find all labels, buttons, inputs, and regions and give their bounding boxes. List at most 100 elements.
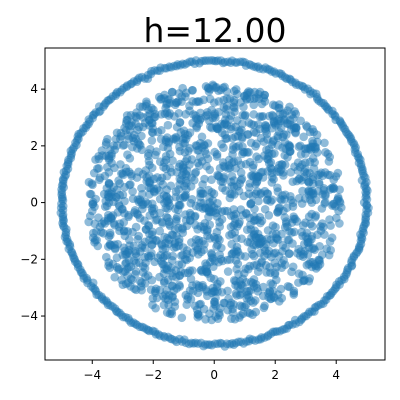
scatter-point: [260, 246, 270, 256]
scatter-point: [179, 193, 188, 203]
scatter-point: [137, 241, 147, 250]
scatter-point: [192, 122, 201, 131]
scatter-point: [137, 285, 146, 295]
scatter-point: [288, 262, 298, 272]
scatter-point: [185, 266, 195, 275]
scatter-point: [234, 269, 243, 279]
scatter-point: [323, 149, 333, 159]
scatter-point: [217, 128, 227, 138]
scatter-point: [293, 166, 303, 175]
scatter-point: [252, 283, 262, 293]
scatter-point: [194, 249, 203, 259]
scatter-point: [195, 152, 205, 162]
scatter-point: [197, 143, 207, 152]
scatter-point: [237, 125, 246, 135]
scatter-point: [262, 145, 271, 155]
scatter-point: [335, 196, 344, 206]
scatter-point: [315, 256, 324, 266]
scatter-point: [128, 194, 138, 204]
scatter-point: [268, 280, 277, 289]
scatter-point: [244, 148, 253, 157]
scatter-point: [178, 83, 187, 93]
scatter-point: [127, 171, 136, 181]
scatter-point: [203, 225, 212, 235]
scatter-point: [243, 237, 252, 247]
scatter-point: [162, 185, 172, 194]
scatter-point: [273, 235, 283, 245]
scatter-point: [92, 227, 101, 236]
scatter-point: [187, 238, 196, 247]
scatter-point: [88, 180, 97, 190]
scatter-point: [262, 195, 272, 205]
scatter-point: [175, 118, 185, 127]
scatter-point: [228, 249, 237, 258]
scatter-point: [97, 146, 107, 155]
scatter-point: [251, 141, 260, 151]
scatter-point: [208, 80, 218, 90]
scatter-point: [298, 186, 307, 196]
scatter-point: [246, 220, 255, 229]
scatter-point: [161, 243, 170, 253]
scatter-point: [257, 216, 267, 226]
scatter-point: [173, 205, 183, 215]
scatter-point: [276, 165, 286, 175]
scatter-point: [284, 249, 294, 259]
scatter-point: [194, 97, 204, 106]
scatter-point: [238, 110, 247, 120]
scatter-point: [172, 98, 181, 107]
scatter-point: [128, 142, 137, 152]
scatter-point: [181, 92, 190, 101]
scatter-point: [315, 179, 324, 189]
scatter-point: [118, 190, 128, 200]
scatter-point: [118, 141, 128, 150]
scatter-point: [116, 132, 126, 141]
scatter-point: [149, 204, 159, 213]
scatter-point: [249, 110, 259, 119]
scatter-point: [311, 195, 321, 205]
scatter-point: [295, 141, 305, 151]
scatter-point: [125, 180, 134, 190]
scatter-point: [107, 149, 116, 159]
scatter-point: [148, 300, 157, 310]
scatter-point: [168, 281, 177, 290]
scatter-point: [140, 118, 150, 128]
scatter-point: [223, 206, 232, 216]
scatter-point: [237, 302, 247, 311]
scatter-point: [163, 143, 173, 153]
scatter-point: [137, 131, 146, 141]
scatter-point: [232, 233, 241, 243]
scatter-point: [294, 269, 304, 278]
scatter-point: [231, 132, 240, 142]
scatter-point: [136, 197, 146, 206]
scatter-point: [104, 261, 113, 270]
scatter-point: [123, 115, 132, 125]
scatter-point: [249, 100, 259, 110]
scatter-point: [110, 272, 119, 282]
scatter-point: [257, 112, 266, 121]
y-tick-label: 0: [30, 196, 38, 210]
scatter-point: [152, 147, 161, 156]
scatter-point: [207, 315, 216, 325]
scatter-point: [229, 141, 238, 151]
scatter-point: [310, 158, 319, 167]
scatter-point: [86, 189, 96, 199]
scatter-point: [286, 192, 295, 201]
scatter-point: [162, 171, 172, 181]
scatter-point: [155, 157, 165, 167]
scatter-point: [215, 308, 224, 318]
scatter-point: [199, 304, 209, 314]
scatter-point: [213, 205, 222, 214]
scatter-point: [230, 190, 239, 199]
y-tick-label: −4: [20, 309, 38, 323]
scatter-point: [303, 250, 313, 259]
scatter-point: [104, 193, 114, 202]
scatter-point: [181, 216, 191, 225]
scatter-point: [107, 241, 116, 250]
scatter-point: [220, 118, 230, 128]
scatter-point: [325, 215, 334, 224]
y-tick-label: 4: [30, 82, 38, 96]
scatter-point: [147, 163, 157, 173]
scatter-point: [145, 176, 155, 186]
scatter-point: [138, 169, 148, 179]
